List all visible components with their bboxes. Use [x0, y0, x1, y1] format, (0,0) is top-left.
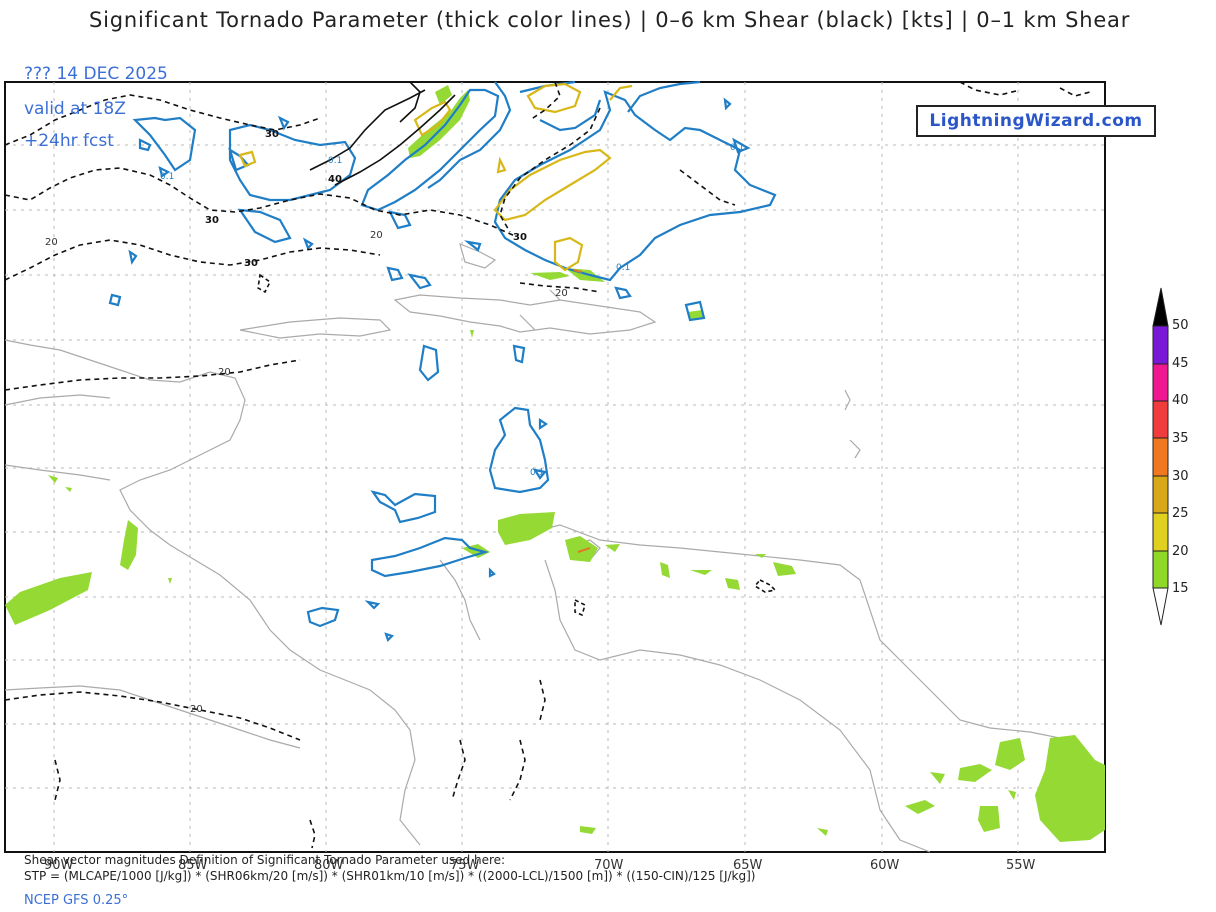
colorbar-swatch: [1152, 475, 1169, 514]
shear-label-40: 40: [328, 174, 342, 185]
colorbar-label: 35: [1172, 431, 1189, 446]
shear-label-20-b: 20: [370, 230, 383, 241]
colorbar-bottom-arrow: [1152, 587, 1169, 626]
coastlines: [4, 242, 1106, 853]
colorbar-swatch: [1152, 400, 1169, 439]
lon-label: 75W: [450, 858, 480, 873]
colorbar-label: 20: [1172, 544, 1189, 559]
colorbar-label: 30: [1172, 469, 1189, 484]
lon-label: 55W: [1006, 858, 1036, 873]
valid-time: valid at 18Z: [24, 99, 126, 119]
lon-label: 80W: [314, 858, 344, 873]
run-date: ??? 14 DEC 2025: [24, 64, 168, 84]
lon-label: 85W: [178, 858, 208, 873]
colorbar-label: 50: [1172, 318, 1189, 333]
brand-logo: LightningWizard.com: [916, 105, 1156, 137]
shear-label-30-d: 30: [513, 232, 527, 243]
colorbar: [1152, 287, 1169, 626]
stp-label-01-e: 0.1: [530, 468, 544, 478]
lon-label: 90W: [44, 858, 74, 873]
map-frame: [4, 81, 1106, 853]
stp-contours: [108, 80, 777, 643]
shear-label-20-e: 20: [190, 704, 203, 715]
lon-label: 65W: [733, 858, 763, 873]
contour-labels: 30 30 30 40 30: [205, 129, 527, 269]
forecast-hour: +24hr fcst: [24, 131, 114, 151]
shear-contours: [4, 81, 1091, 849]
stp-label-01-c: 0.1: [616, 263, 630, 273]
colorbar-swatch: [1152, 512, 1169, 552]
stp-labels: 0.1 0.1 0.1 0.1 0.1: [160, 143, 744, 478]
stp-fill-regions: [5, 85, 1105, 842]
stp-contours-yellow: [238, 82, 633, 272]
shear-label-20-d: 20: [555, 288, 568, 299]
footer-definition: Shear vector magnitudes Definition of Si…: [24, 853, 506, 867]
shear-label-30-b: 30: [205, 215, 219, 226]
shear-label-20-c: 20: [218, 367, 231, 378]
colorbar-swatch: [1152, 325, 1169, 365]
colorbar-label: 40: [1172, 393, 1189, 408]
colorbar-swatch: [1152, 363, 1169, 402]
contour-labels-20: 20 20 20 20 20: [45, 230, 568, 715]
shear-label-30-c: 30: [244, 258, 258, 269]
colorbar-label: 45: [1172, 356, 1189, 371]
colorbar-label: 25: [1172, 506, 1189, 521]
lon-label: 70W: [594, 858, 624, 873]
shear-label-20-a: 20: [45, 237, 58, 248]
colorbar-swatch: [1152, 437, 1169, 477]
stp-high-marks: [573, 269, 591, 553]
lon-label: 60W: [870, 858, 900, 873]
model-name: NCEP GFS 0.25°: [24, 893, 129, 908]
footer-formula: STP = (MLCAPE/1000 [J/kg]) * (SHR06km/20…: [24, 869, 756, 883]
colorbar-label: 15: [1172, 581, 1189, 596]
colorbar-top-arrow: [1152, 287, 1169, 327]
shear-label-30-a: 30: [265, 129, 279, 140]
stp-label-01-b: 0.1: [328, 156, 342, 166]
stp-label-01-d: 0.1: [730, 143, 744, 153]
chart-title: Significant Tornado Parameter (thick col…: [89, 8, 1131, 32]
colorbar-swatch: [1152, 550, 1169, 589]
stp-label-01-a: 0.1: [160, 172, 174, 182]
